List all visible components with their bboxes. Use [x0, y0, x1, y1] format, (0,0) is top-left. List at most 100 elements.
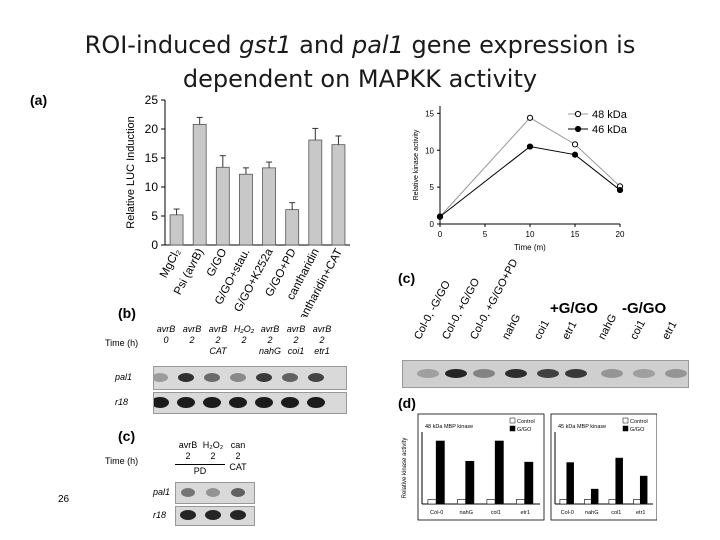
- x-tick-label: Col-0: [561, 510, 574, 516]
- blot-band: [204, 373, 220, 382]
- lane-header: avrB 2: [178, 440, 198, 461]
- lane-header: avrB 2 etr1: [312, 324, 332, 356]
- blot-strip: [153, 366, 347, 390]
- legend-entry: G/GO: [630, 427, 645, 433]
- y-tick-label: 25: [145, 93, 159, 107]
- time-label: Time (h): [105, 338, 139, 348]
- x-tick-label: col1: [611, 510, 621, 516]
- lane-header: H₂O₂ 2: [233, 324, 255, 345]
- bar: [559, 499, 568, 505]
- legend-marker: [574, 110, 582, 118]
- x-tick-label: 5: [483, 230, 488, 239]
- legend-entry: Control: [517, 419, 535, 425]
- gel-strip: [402, 360, 689, 388]
- gel-band: [445, 369, 467, 378]
- x-tick-label: 0: [438, 230, 443, 239]
- bar: [169, 214, 184, 246]
- gel-band: [665, 369, 687, 378]
- bar: [516, 499, 525, 505]
- data-point: [526, 114, 534, 121]
- gel-band: [505, 369, 527, 378]
- bar: [192, 123, 207, 246]
- chart-subtitle: 45 kDa MBP kinase: [558, 424, 606, 430]
- x-tick-label: col1: [491, 510, 501, 516]
- legend-entry: G/GO: [517, 427, 532, 433]
- title-line-2: dependent on MAPKK activity: [182, 65, 538, 93]
- data-point: [436, 213, 444, 220]
- bar: [308, 139, 323, 246]
- x-tick-label: nahG: [460, 510, 473, 516]
- lane-header: H₂O₂ 2: [202, 440, 224, 461]
- y-tick-label: 5: [430, 183, 435, 192]
- page-number: 26: [58, 494, 70, 505]
- lane-header: avrB 2: [182, 324, 202, 345]
- kinase-45-chart: 45 kDa MBP kinase Col-0 nahG col1 etr1 Contro…: [550, 413, 657, 521]
- x-tick-label: etr1: [636, 510, 645, 516]
- y-tick-label: 15: [145, 151, 159, 165]
- kinase-time-course-chart: 0 5 10 15 0 5 10 15 20 Time (m) Relative kinase ac…: [413, 106, 628, 252]
- group-label: PD: [175, 464, 225, 477]
- x-tick-label: 20: [616, 230, 625, 239]
- bar: [633, 499, 641, 505]
- y-tick-label: 20: [145, 122, 159, 136]
- lane-header: avrB 2 coi1: [286, 324, 306, 356]
- data-point: [616, 186, 624, 194]
- blot-band: [181, 488, 195, 497]
- y-tick-label: 0: [151, 238, 158, 252]
- blot-band: [180, 510, 196, 520]
- y-axis-label: Relative kinase activity: [402, 438, 408, 499]
- blot-strip: [175, 482, 255, 504]
- bar: [590, 488, 599, 505]
- row-label: r18: [153, 510, 167, 520]
- row-label: r18: [115, 397, 129, 407]
- gel-band: [537, 369, 559, 378]
- chart-subtitle: 48 kDa MBP kinase: [425, 424, 473, 430]
- lane-header: can 2 CAT: [229, 440, 247, 472]
- lane-label: nahG: [596, 312, 620, 342]
- blot-band: [205, 510, 221, 520]
- bar: [566, 462, 574, 505]
- bar: [457, 499, 466, 505]
- blot-band: [206, 488, 220, 497]
- lane-label: coi1: [532, 318, 553, 342]
- bar: [524, 461, 534, 505]
- bar: [615, 457, 623, 505]
- blot-band: [282, 373, 298, 382]
- bar: [486, 499, 496, 505]
- bar: [494, 440, 504, 505]
- bar: [215, 166, 230, 246]
- bar: [239, 173, 253, 246]
- y-axis-label: Relative kinase activity: [413, 129, 420, 200]
- blot-band: [255, 397, 273, 408]
- x-tick-label: 15: [571, 230, 580, 239]
- bar: [285, 209, 300, 246]
- legend-swatch: [622, 425, 629, 432]
- legend-swatch: [509, 425, 516, 432]
- gel-band: [473, 369, 495, 378]
- series-line: [439, 117, 621, 217]
- blot-band: [203, 397, 221, 408]
- gel-band: [417, 369, 439, 378]
- blot-band: [231, 488, 245, 497]
- x-tick-label: G/GO: [205, 247, 230, 279]
- time-label: Time (h): [105, 456, 139, 466]
- y-axis-label: Relative LUC Induction: [125, 116, 137, 229]
- chart-frame: [550, 413, 657, 521]
- northern-blot-c: avrB 2 H₂O₂ 2 can 2 CAT Time (h) PD pal1 r18: [105, 440, 265, 530]
- legend-entry: 48 kDa: [592, 109, 628, 121]
- x-tick-label: nahG: [585, 510, 598, 516]
- kinase-gel-c: Col-0, -G/GO Col-0, +G/GO Col-0, +G/GO+PD n…: [400, 257, 720, 393]
- lane-label: nahG: [500, 312, 524, 342]
- y-tick-label: 5: [151, 209, 158, 223]
- group-label-minus: -G/GO: [622, 300, 667, 317]
- blot-band: [178, 373, 194, 382]
- lane-label: etr1: [660, 319, 680, 342]
- gel-band: [601, 369, 623, 378]
- bar: [608, 499, 617, 505]
- data-point: [571, 141, 579, 148]
- panel-label-c-bottom: (c): [118, 428, 136, 444]
- legend-swatch: [622, 417, 629, 424]
- blot-band: [256, 373, 272, 382]
- y-tick-label: 10: [425, 146, 434, 155]
- panel-label-c-top: (c): [398, 270, 416, 286]
